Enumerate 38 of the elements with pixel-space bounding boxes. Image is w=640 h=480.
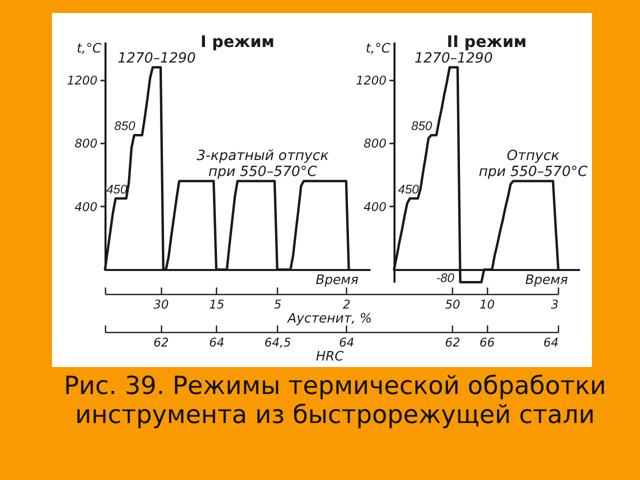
category-label: 64,5	[264, 336, 292, 350]
text: Рис. 39. Режимы термической обработки инструмента из быстрорежущей стали	[62, 371, 608, 429]
category-label: 3	[551, 298, 559, 312]
annotation: 1270–1290	[118, 50, 196, 67]
data-label: 850	[411, 120, 432, 134]
text: Аустенит, %	[286, 312, 372, 326]
y-tick-label: 800	[363, 137, 387, 152]
annotation: 1270–1290	[414, 50, 493, 67]
category-label: 64	[543, 336, 559, 350]
category-label: 30	[154, 298, 170, 312]
y-axis-title: t,°C	[76, 42, 102, 57]
y-tick-label: 1200	[356, 74, 387, 88]
y-tick-label: 1200	[67, 74, 98, 88]
category-label: 50	[445, 298, 461, 312]
y-tick-label: 400	[363, 200, 387, 214]
data-label: 850	[114, 120, 136, 134]
y-axis-title: t,°C	[366, 42, 392, 57]
data-label: 450	[398, 182, 419, 197]
y-tick-label: 800	[74, 137, 98, 152]
y-tick-label: 400	[74, 200, 98, 214]
category-label: 64	[209, 336, 224, 350]
data-label: -80	[436, 272, 454, 286]
annotation: Отпуск при 550–570°C	[478, 148, 588, 181]
x-axis-title: Время	[525, 273, 568, 288]
chart-title: I режим	[200, 32, 274, 52]
category-label: 66	[479, 336, 496, 350]
category-label: 10	[479, 298, 496, 312]
text: HRC	[316, 350, 345, 364]
category-label: 62	[445, 336, 460, 350]
chart-title: II режим	[446, 32, 527, 52]
category-label: 62	[154, 336, 169, 350]
annotation: 3-кратный отпуск при 550–570°C	[196, 148, 330, 181]
data-label: 450	[106, 182, 128, 197]
category-label: 15	[209, 298, 224, 312]
category-label: 2	[342, 298, 350, 312]
category-label: 64	[339, 336, 354, 350]
category-label: 5	[274, 298, 282, 312]
x-axis-title: Время	[316, 273, 359, 288]
